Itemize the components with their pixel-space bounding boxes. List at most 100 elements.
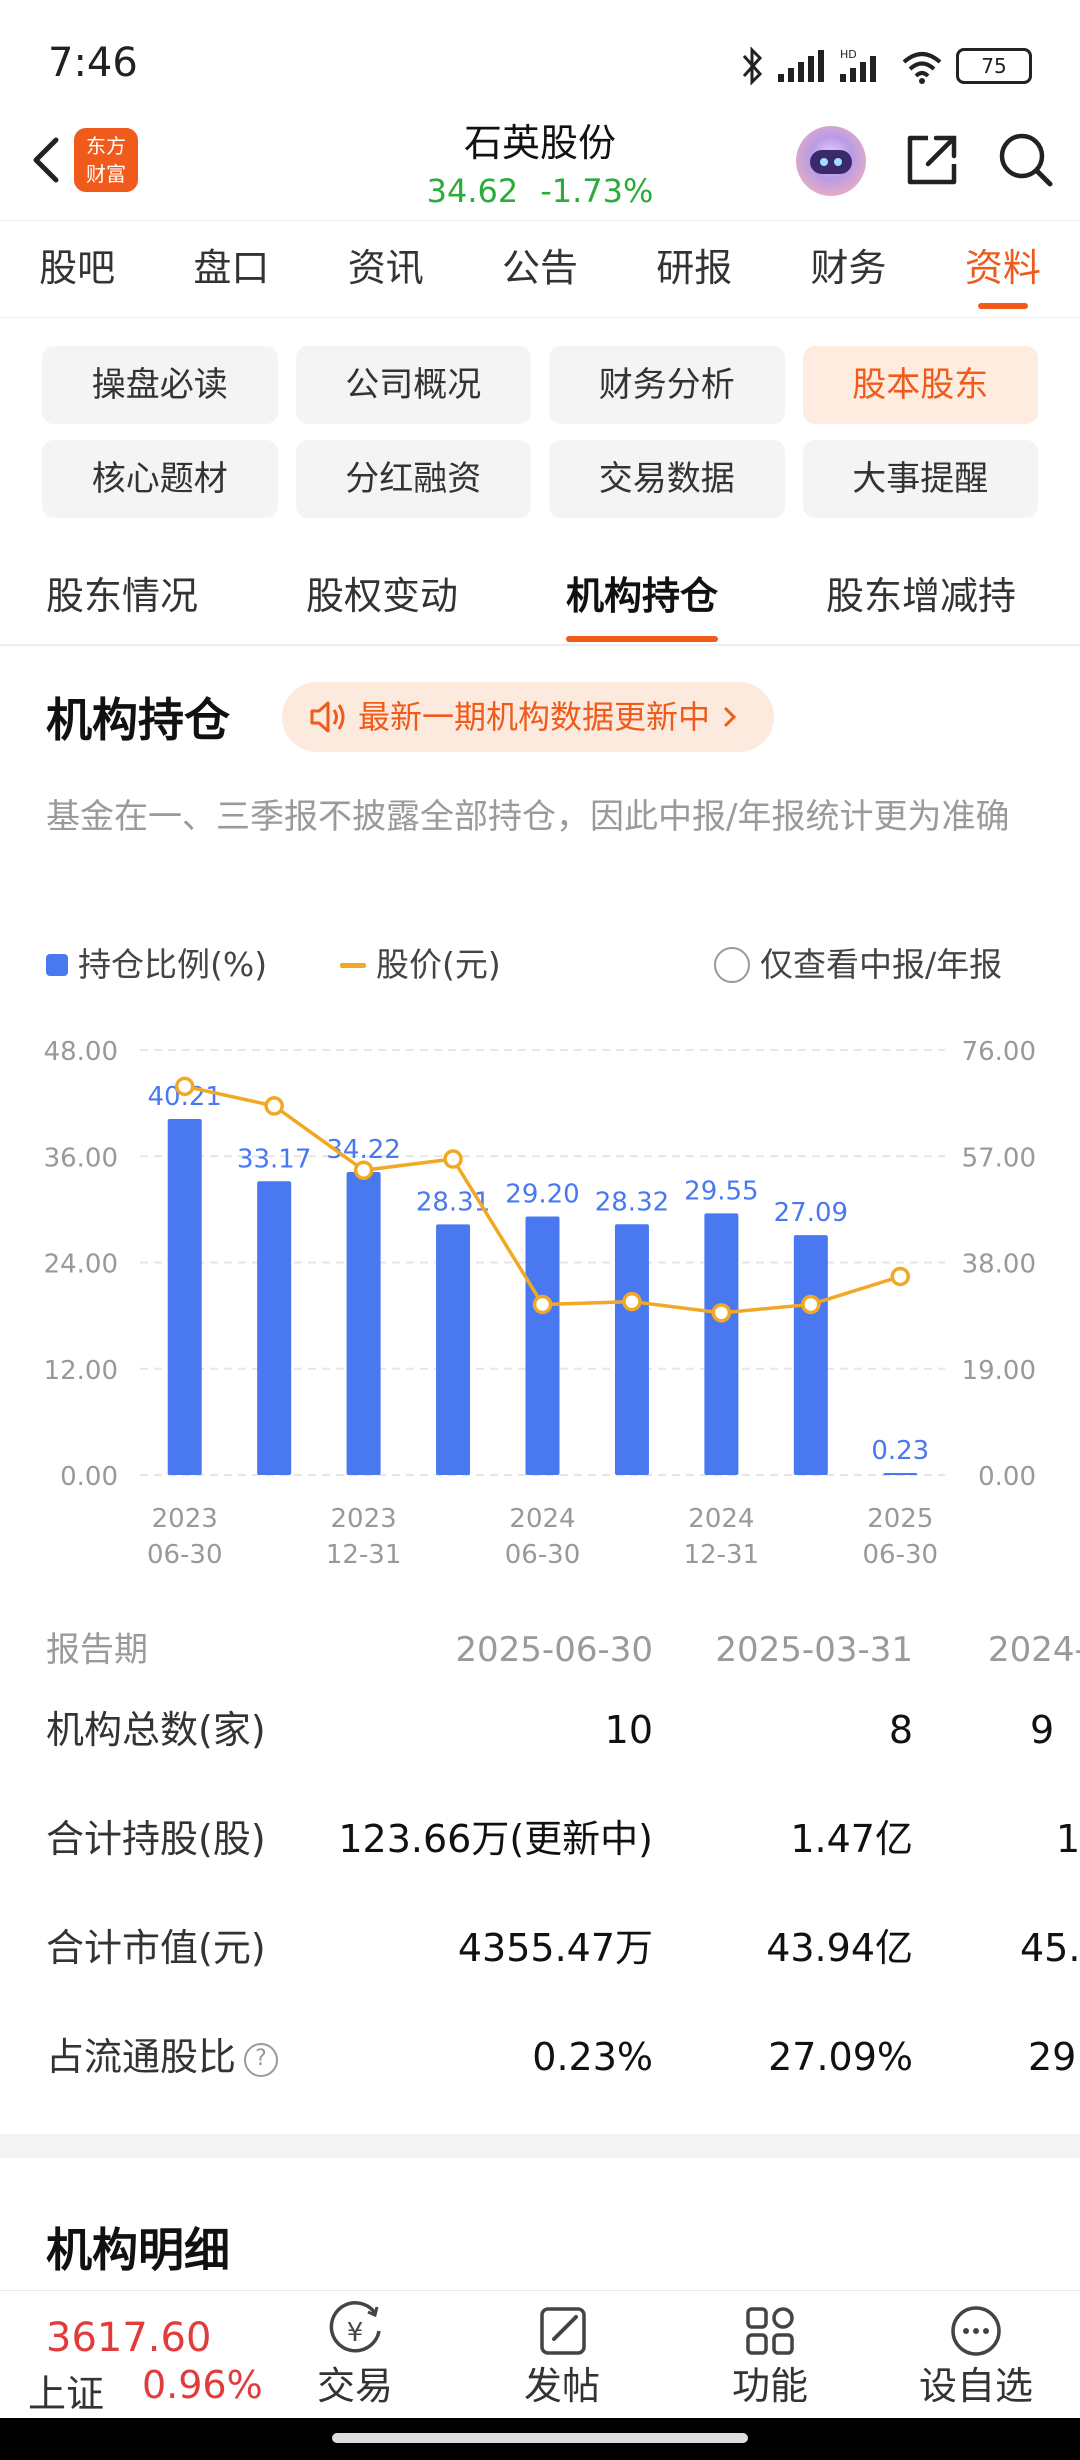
bottom-bar: 3617.60 上证 0.96% ¥ 交易 发帖 功能 设自选 (0, 2290, 1080, 2419)
price-point (890, 1266, 911, 1287)
price-point (264, 1096, 284, 1116)
holding-bar (793, 1235, 828, 1475)
x-tick-label-year: 2023 (331, 1504, 397, 1534)
help-icon[interactable]: ? (244, 2042, 279, 2077)
signal-icon (778, 50, 824, 82)
trade-button[interactable]: ¥ 交易 (285, 2301, 425, 2417)
table-header-label: 报告期 (46, 1630, 148, 1670)
chip-shareholders[interactable]: 股本股东 (802, 346, 1038, 424)
functions-button[interactable]: 功能 (700, 2301, 840, 2417)
holdings-chart: 48.00 76.00 36.00 57.00 24.00 38.00 12.00 19.00… (44, 1037, 1036, 1570)
bar-value-label: 0.23 (871, 1436, 929, 1466)
trade-label: 交易 (316, 2364, 393, 2408)
tab-finance[interactable]: 财务 (810, 246, 887, 290)
table-header-col[interactable]: 2025-03-31 (715, 1630, 913, 1670)
radio-unchecked-icon[interactable] (714, 947, 750, 983)
chip-trading-guide[interactable]: 操盘必读 (42, 346, 278, 424)
holding-bar (167, 1118, 202, 1475)
logo-line1: 东方 (86, 134, 126, 158)
post-button[interactable]: 发帖 (492, 2301, 632, 2417)
x-tick-label-date: 06-30 (505, 1540, 581, 1570)
bar-value-label: 29.55 (684, 1176, 758, 1206)
table-header-col[interactable]: 2024-12-31 (988, 1630, 1080, 1670)
legend-bar-swatch (46, 954, 68, 976)
y-left-tick-label: 36.00 (44, 1143, 118, 1173)
chip-core-themes[interactable]: 核心题材 (42, 440, 278, 518)
add-watchlist-button[interactable]: 设自选 (906, 2301, 1046, 2417)
semiannual-filter[interactable]: 仅查看中报/年报 (714, 940, 1002, 990)
y-right-tick-label: 57.00 (962, 1143, 1036, 1173)
status-time: 7:46 (48, 40, 138, 86)
legend-price-label: 股价(元) (376, 945, 501, 984)
update-notice-pill[interactable]: 最新一期机构数据更新中 (282, 682, 775, 752)
svg-text:HD: HD (840, 48, 857, 61)
y-right-tick-label: 76.00 (962, 1037, 1036, 1067)
price-point (532, 1294, 553, 1315)
chip-dividend-financing[interactable]: 分红融资 (295, 440, 531, 518)
bar-value-label: 28.32 (595, 1187, 669, 1217)
subtab-equity-change[interactable]: 股权变动 (306, 574, 459, 618)
price-point (622, 1291, 642, 1312)
chip-trading-data[interactable]: 交易数据 (549, 440, 785, 518)
row-label: 合计市值(元) (46, 1926, 266, 1970)
battery-level: 75 (981, 54, 1007, 78)
tab-research[interactable]: 研报 (656, 246, 733, 290)
chip-financial-analysis[interactable]: 财务分析 (549, 346, 785, 424)
y-right-tick-label: 0.00 (978, 1462, 1036, 1492)
bar-value-label: 33.17 (237, 1144, 311, 1174)
subtab-institutional-holdings[interactable]: 机构持仓 (566, 560, 719, 642)
x-tick-label-date: 06-30 (862, 1540, 938, 1570)
holding-bar (614, 1224, 649, 1475)
table-cell: 29.55% (1028, 2035, 1080, 2079)
y-left-tick-label: 12.00 (44, 1356, 118, 1386)
chevron-right-icon (724, 707, 737, 727)
chip-events[interactable]: 大事提醒 (802, 440, 1038, 518)
x-tick-label-date: 12-31 (684, 1540, 760, 1570)
update-notice-text: 最新一期机构数据更新中 (358, 698, 711, 736)
compose-icon (540, 2307, 586, 2355)
table-cell: 1.60亿 (1056, 1817, 1080, 1861)
holding-bar (257, 1181, 292, 1475)
grid-icon (746, 2307, 794, 2355)
stock-price: 34.62 (426, 172, 519, 210)
row-label-with-help: 占流通股比? (46, 2027, 279, 2087)
back-arrow-icon[interactable] (20, 130, 80, 190)
disclosure-note: 基金在一、三季报不披露全部持仓，因此中报/年报统计更为准确 (46, 797, 1010, 837)
holding-bar (883, 1472, 918, 1475)
share-icon[interactable] (900, 128, 964, 192)
chart-legend: 持仓比例(%) 股价(元) 仅查看中报/年报 (46, 940, 1036, 990)
app-logo: 东方 财富 (74, 128, 138, 192)
wifi-icon (902, 52, 942, 84)
more-circle-icon (951, 2306, 1001, 2356)
table-header-col[interactable]: 2025-06-30 (455, 1630, 653, 1670)
holding-bar (525, 1216, 560, 1475)
legend-line-swatch (340, 962, 366, 968)
bar-value-label: 34.22 (326, 1135, 400, 1165)
home-indicator[interactable] (332, 2433, 748, 2443)
tab-announcements[interactable]: 公告 (501, 246, 578, 290)
y-left-tick-label: 24.00 (44, 1250, 118, 1280)
subtab-shareholder-changes[interactable]: 股东增减持 (826, 574, 1017, 618)
tab-profile[interactable]: 资料 (926, 221, 1080, 317)
bar-value-label: 27.09 (774, 1198, 848, 1228)
tab-news[interactable]: 资讯 (347, 246, 424, 290)
y-left-tick-label: 0.00 (60, 1462, 118, 1492)
holdings-table: 报告期 2025-06-30 2025-03-31 2024-12-31 机构总… (0, 1620, 1080, 2100)
price-point (443, 1149, 463, 1169)
legend-holding-label: 持仓比例(%) (78, 945, 268, 984)
y-right-tick-label: 38.00 (962, 1250, 1036, 1280)
holding-bar (436, 1224, 471, 1475)
subtab-shareholder-status[interactable]: 股东情况 (46, 574, 199, 618)
chip-company-overview[interactable]: 公司概况 (295, 346, 531, 424)
table-row: 合计持股(股) 123.66万(更新中) 1.47亿 1.60亿 (0, 1809, 1080, 1869)
tab-pankou[interactable]: 盘口 (193, 246, 270, 290)
bluetooth-icon (742, 46, 763, 86)
robot-icon (810, 150, 852, 174)
row-label: 机构总数(家) (46, 1708, 266, 1752)
add-watchlist-label: 设自选 (918, 2364, 1033, 2408)
table-cell: 1.47亿 (790, 1817, 913, 1861)
assistant-avatar[interactable] (796, 126, 866, 196)
tab-guba[interactable]: 股吧 (39, 246, 116, 290)
table-row: 机构总数(家) 10 8 9 (0, 1700, 1080, 1760)
search-icon[interactable] (994, 128, 1058, 192)
